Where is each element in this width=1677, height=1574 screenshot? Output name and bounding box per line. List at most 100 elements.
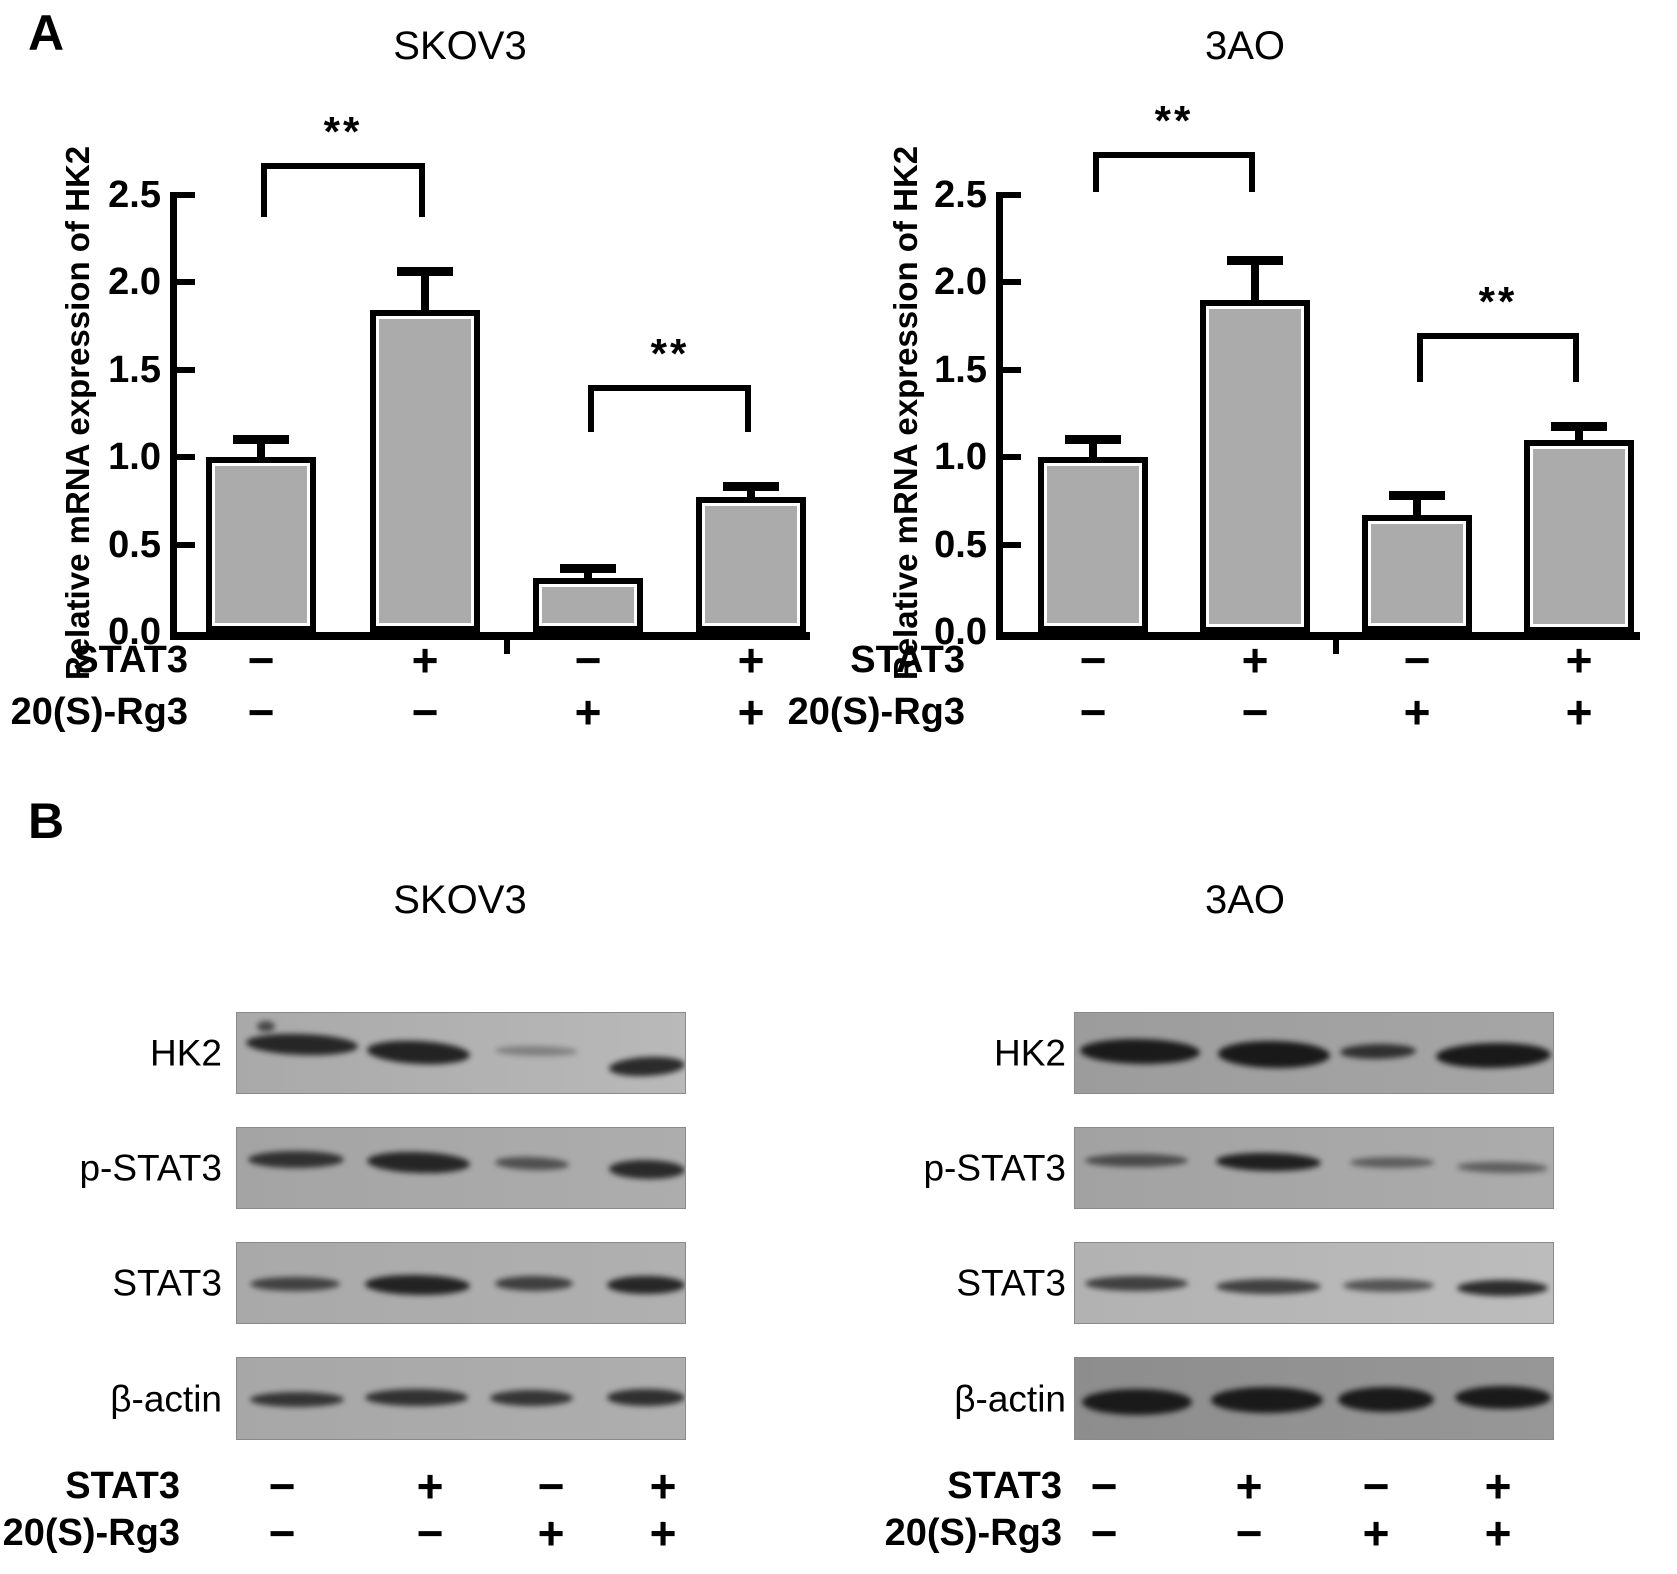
blot-band (494, 1155, 570, 1172)
bar (1200, 300, 1310, 633)
significance-bracket-arm (419, 163, 425, 217)
bar (370, 310, 480, 632)
error-bar-stem (257, 440, 265, 468)
error-bar-stem (1413, 496, 1421, 525)
blot-band (1216, 1279, 1321, 1294)
condition-symbol: + (1565, 634, 1593, 686)
condition-symbol: − (411, 686, 439, 738)
panel-a-label: A (28, 5, 65, 61)
significance-bracket-line (261, 163, 425, 169)
condition-symbol: + (649, 1460, 677, 1512)
condition-symbol: − (268, 1460, 296, 1512)
blot-band (490, 1390, 573, 1406)
y-axis-label-skov3: Relative mRNA expression of HK2 (59, 145, 96, 681)
error-bar-cap (233, 435, 289, 444)
y-tick-label: 2.5 (934, 174, 987, 216)
significance-stars: ** (1154, 97, 1194, 144)
blot-row-label: STAT3 (112, 1262, 222, 1304)
x-axis-line (996, 632, 1640, 640)
condition-symbol: − (1090, 1507, 1118, 1559)
blot-band (1455, 1386, 1551, 1409)
condition-row-label: STAT3 (65, 1465, 180, 1507)
significance-bracket-line (1093, 152, 1255, 158)
significance-bracket-arm (745, 385, 751, 432)
error-bar-stem (1089, 440, 1097, 468)
error-bar-cap (1389, 491, 1445, 500)
significance-stars: ** (1478, 278, 1518, 325)
condition-row-label: STAT3 (73, 639, 188, 681)
blot-row-label: p-STAT3 (923, 1147, 1066, 1189)
blot-title-3ao: 3AO (1204, 878, 1286, 922)
blot-strip (1075, 1128, 1553, 1208)
significance-bracket-arm (1249, 152, 1255, 192)
blot-row-label: HK2 (994, 1032, 1066, 1074)
y-axis-line (996, 192, 1003, 632)
condition-row-label: 20(S)-Rg3 (787, 691, 965, 733)
condition-symbol: + (737, 686, 765, 738)
blot-band (1085, 1276, 1188, 1291)
error-bar-cap (1551, 422, 1607, 431)
blot-band (1085, 1154, 1188, 1167)
error-bar-cap (1227, 256, 1283, 265)
blot-band (607, 1389, 685, 1406)
blot-title-skov3: SKOV3 (393, 878, 527, 922)
y-tick-mark (177, 279, 195, 285)
blot-band (494, 1045, 579, 1057)
error-bar-cap (560, 564, 616, 573)
y-tick-mark (177, 367, 195, 373)
blot-band (250, 1277, 340, 1291)
error-bar-cap (1065, 435, 1121, 444)
y-tick-label: 2.0 (108, 261, 161, 303)
blot-strip (237, 1128, 685, 1208)
condition-symbol: − (1362, 1460, 1390, 1512)
y-tick-mark (1003, 279, 1021, 285)
condition-symbol: + (411, 634, 439, 686)
condition-symbol: + (1241, 634, 1269, 686)
blot-band (608, 1055, 685, 1078)
bar (696, 497, 806, 632)
condition-symbol: − (1235, 1507, 1263, 1559)
panel-b-label: B (28, 793, 65, 849)
condition-symbol: − (574, 634, 602, 686)
condition-symbol: + (1484, 1460, 1512, 1512)
bar (1362, 515, 1472, 632)
bar (1524, 440, 1634, 633)
blot-row-label: β-actin (110, 1378, 222, 1420)
blot-strip (237, 1243, 685, 1323)
blot-row-label: β-actin (954, 1378, 1066, 1420)
condition-symbol: − (247, 634, 275, 686)
y-tick-label: 1.0 (108, 436, 161, 478)
y-tick-mark (1003, 192, 1021, 198)
bar (206, 457, 316, 632)
x-axis-line (170, 632, 810, 640)
blot-band (257, 1021, 275, 1032)
error-bar-cap (397, 267, 453, 276)
y-tick-label: 0.5 (934, 524, 987, 566)
condition-symbol: + (1362, 1507, 1390, 1559)
blot-band (366, 1038, 471, 1067)
condition-symbol: + (1403, 686, 1431, 738)
significance-bracket-line (588, 385, 751, 391)
y-tick-mark (177, 542, 195, 548)
y-tick-label: 0.5 (108, 524, 161, 566)
blot-row-label: p-STAT3 (79, 1147, 222, 1189)
blot-band (1457, 1280, 1548, 1296)
error-bar-stem (1575, 427, 1583, 449)
y-tick-label: 2.5 (108, 174, 161, 216)
x-axis-center-tick (504, 640, 510, 654)
condition-symbol: − (537, 1460, 565, 1512)
blot-band (248, 1151, 344, 1168)
condition-symbol: + (574, 686, 602, 738)
condition-symbol: + (737, 634, 765, 686)
blot-band (608, 1159, 685, 1180)
blot-band (1079, 1037, 1201, 1066)
blot-band (1215, 1152, 1322, 1172)
y-tick-label: 1.5 (934, 349, 987, 391)
blot-strip (1075, 1013, 1553, 1093)
blot-row-label: HK2 (150, 1032, 222, 1074)
chart-title-skov3: SKOV3 (393, 24, 527, 68)
blot-band (366, 1150, 471, 1175)
y-tick-mark (1003, 367, 1021, 373)
blot-band (1338, 1387, 1434, 1412)
condition-symbol: − (1090, 1460, 1118, 1512)
